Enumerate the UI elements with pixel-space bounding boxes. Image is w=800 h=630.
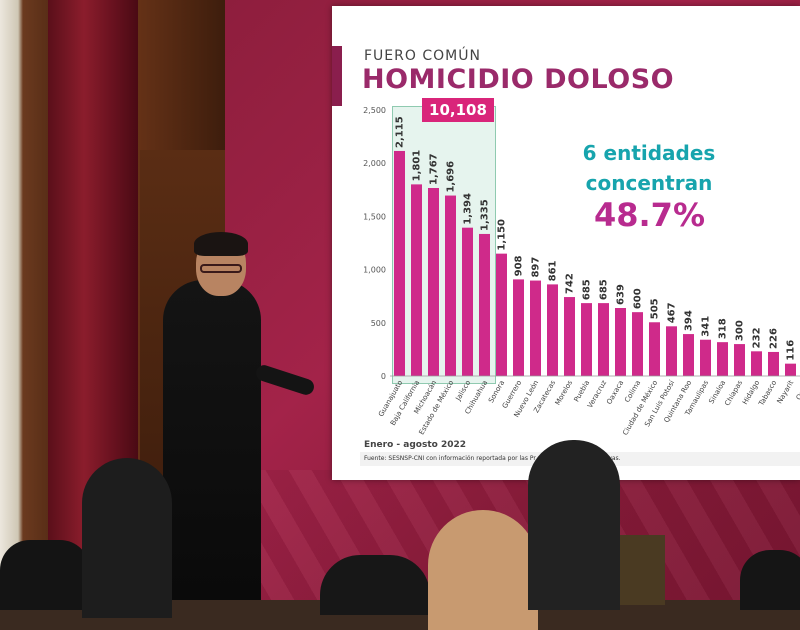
concentration-line1: 6 entidades (582, 141, 716, 165)
bar (751, 351, 762, 376)
bar-value-label: 1,696 (446, 161, 457, 193)
speaker-glasses (200, 264, 242, 273)
audience-member (82, 458, 172, 618)
speaker-hair (194, 232, 248, 256)
bar (785, 363, 796, 376)
total-badge: 10,108 (422, 98, 494, 122)
bar (462, 227, 473, 376)
bar (632, 312, 643, 376)
source-note: Fuente: SESNSP-CNI con información repor… (364, 455, 621, 462)
bar (683, 334, 694, 376)
bar-value-label: 600 (633, 288, 644, 309)
y-tick-label: 2,000 (363, 159, 386, 168)
bar (428, 187, 439, 376)
bar (513, 279, 524, 376)
bar (564, 297, 575, 376)
y-tick-label: 0 (381, 372, 386, 381)
bar-value-label: 1,394 (463, 193, 474, 225)
bar-value-label: 742 (565, 273, 576, 294)
audience-member (320, 555, 430, 615)
bar-value-label: 116 (786, 340, 797, 361)
bar (734, 344, 745, 376)
bar-value-label: 394 (684, 310, 695, 331)
y-tick-label: 1,000 (363, 266, 386, 275)
bar-value-label: 232 (752, 327, 763, 348)
category-label: Queré (795, 379, 800, 401)
category-label: Nayarit (776, 379, 796, 405)
bar-chart: 05001,0001,5002,0002,5002,115Guanajuato1… (363, 106, 800, 437)
audience-member (428, 510, 538, 630)
bar-value-label: 897 (531, 257, 542, 278)
top-six-highlight (392, 106, 496, 384)
slide-subtitle: FUERO COMÚN (364, 48, 481, 64)
bar-value-label: 1,150 (497, 219, 508, 251)
bar (394, 150, 405, 376)
bar-value-label: 1,767 (429, 153, 440, 185)
bar (530, 280, 541, 376)
bar (496, 253, 507, 376)
bar-value-label: 1,801 (412, 150, 423, 182)
concentration-line2: concentran (585, 171, 713, 195)
bar (598, 303, 609, 376)
y-tick-label: 1,500 (363, 212, 386, 221)
bar (717, 342, 728, 376)
concentration-percent: 48.7% (593, 196, 705, 234)
bar-value-label: 685 (599, 279, 610, 300)
bar (479, 233, 490, 376)
bar-value-label: 1,335 (480, 199, 491, 231)
bar-value-label: 467 (667, 302, 678, 323)
bar-value-label: 639 (616, 284, 627, 305)
bar-value-label: 505 (650, 298, 661, 319)
bar-value-label: 685 (582, 279, 593, 300)
bar (445, 195, 456, 376)
concentration-text: 6 entidades concentran (564, 138, 734, 198)
y-tick-label: 500 (371, 319, 386, 328)
bar-value-label: 341 (701, 316, 712, 337)
bar (666, 326, 677, 376)
bar-value-label: 300 (735, 320, 746, 341)
audience-member (528, 440, 620, 610)
slide-title: HOMICIDIO DOLOSO (362, 64, 675, 95)
period-label: Enero - agosto 2022 (364, 440, 467, 450)
bar-value-label: 861 (548, 260, 559, 281)
bar (411, 184, 422, 376)
audience-member (0, 540, 90, 610)
audience-member (740, 550, 800, 610)
speaker (163, 280, 261, 600)
bar (768, 351, 779, 376)
y-tick-label: 2,500 (363, 106, 386, 115)
bar (615, 308, 626, 376)
title-accent-bar (332, 46, 342, 106)
presentation-screen: FUERO COMÚN HOMICIDIO DOLOSO 10,108 0 500… (332, 6, 800, 480)
bar-value-label: 2,115 (395, 116, 406, 148)
bar (581, 303, 592, 376)
bar-value-label: 318 (718, 318, 729, 339)
bar (649, 322, 660, 376)
bar (547, 284, 558, 376)
white-pillar (0, 0, 18, 600)
bar-value-label: 908 (514, 255, 525, 276)
bar-value-label: 226 (769, 328, 780, 349)
bar (700, 339, 711, 376)
